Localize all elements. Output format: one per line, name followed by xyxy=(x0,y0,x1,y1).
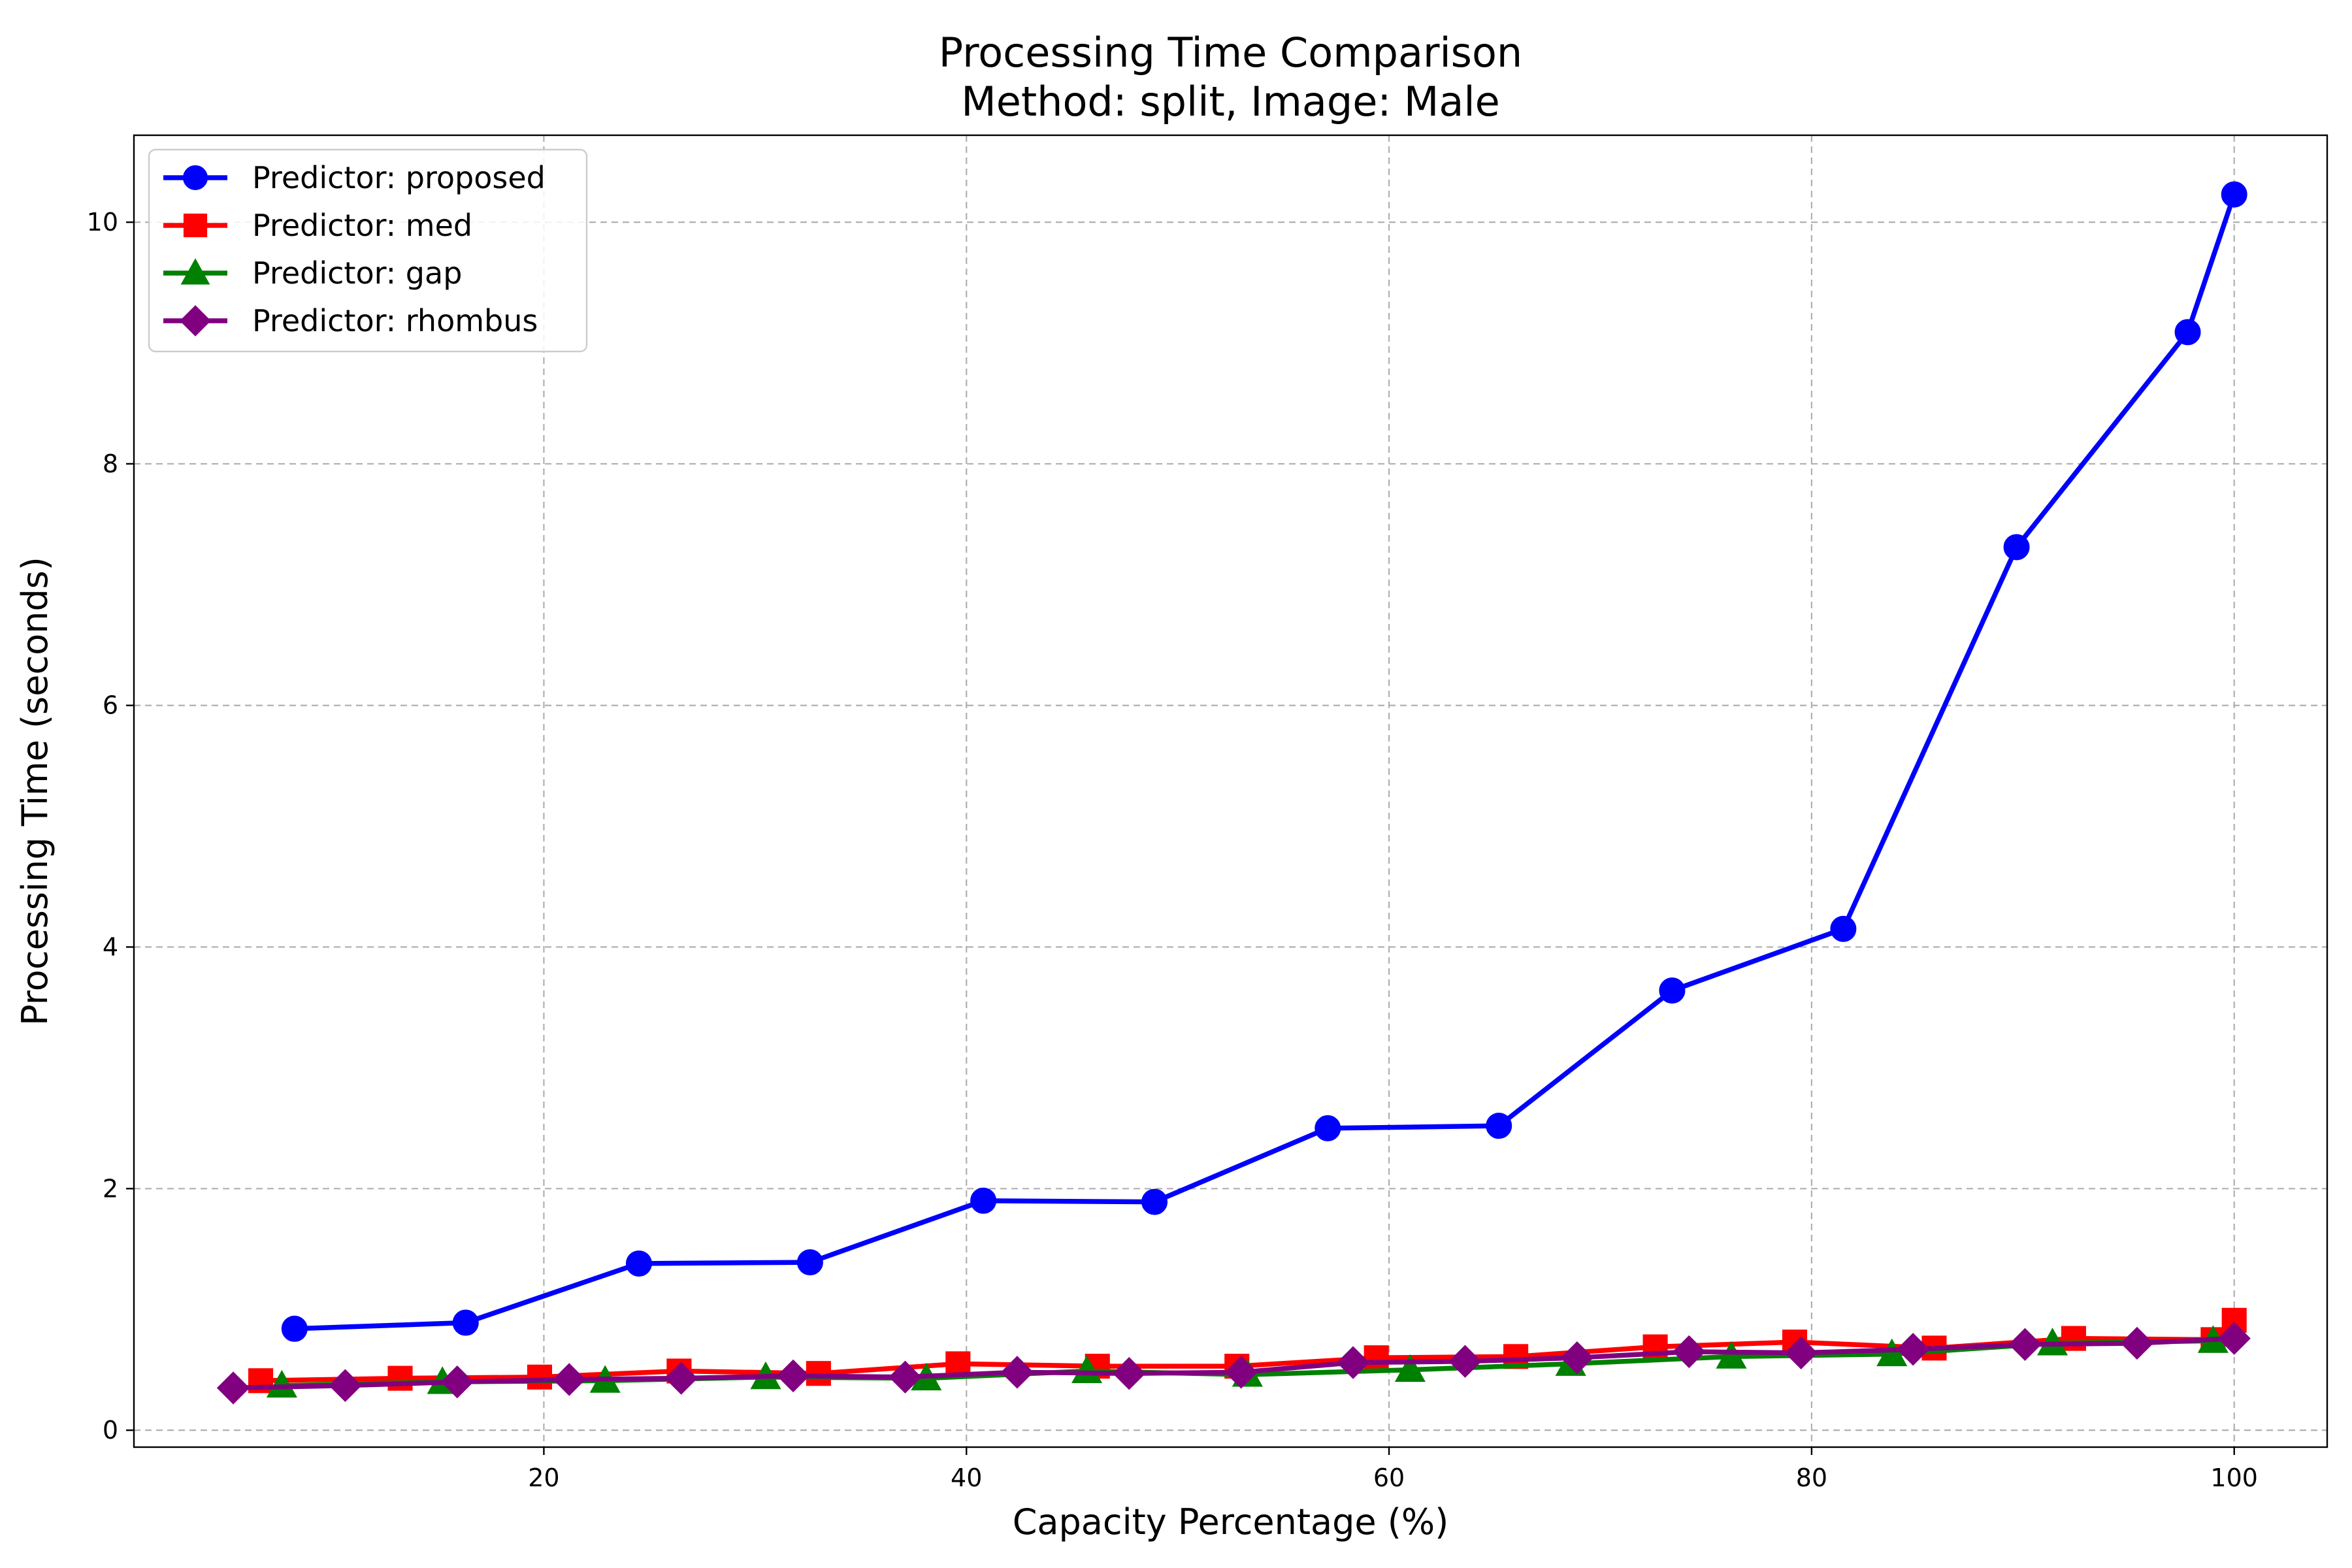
data-point-diamond xyxy=(1448,1345,1482,1378)
y-tick-label: 10 xyxy=(87,208,118,237)
series-3 xyxy=(216,1322,2251,1405)
data-point-square xyxy=(1364,1345,1389,1371)
data-point-diamond xyxy=(1113,1357,1146,1390)
legend-label: Predictor: rhombus xyxy=(252,303,538,338)
x-tick-label: 100 xyxy=(2210,1463,2258,1492)
chart-title: Processing Time Comparison xyxy=(939,29,1522,76)
y-tick-label: 4 xyxy=(103,933,118,962)
data-point-diamond xyxy=(1896,1333,1930,1366)
data-point-triangle xyxy=(1876,1338,1908,1367)
y-axis-label: Processing Time (seconds) xyxy=(14,557,56,1026)
legend-label: Predictor: proposed xyxy=(252,160,546,195)
data-point-diamond xyxy=(664,1362,698,1395)
data-point-diamond xyxy=(889,1360,922,1394)
legend-label: Predictor: med xyxy=(252,208,472,243)
data-point-circle xyxy=(1659,977,1686,1004)
data-point-triangle xyxy=(1071,1355,1103,1383)
data-point-diamond xyxy=(216,1371,250,1405)
data-point-diamond xyxy=(1560,1341,1594,1375)
data-point-circle xyxy=(1141,1188,1168,1215)
data-point-circle xyxy=(281,1315,308,1342)
data-point-diamond xyxy=(553,1363,586,1396)
data-point-square xyxy=(2061,1326,2086,1351)
legend-marker-triangle xyxy=(180,258,210,285)
legend-box xyxy=(148,148,588,353)
legend-marker-square xyxy=(183,213,208,238)
data-point-diamond xyxy=(1224,1356,1258,1389)
data-point-circle xyxy=(1486,1113,1512,1139)
data-point-circle xyxy=(452,1309,479,1336)
series-0 xyxy=(281,181,2247,1342)
x-tick-label: 80 xyxy=(1796,1463,1827,1492)
data-point-diamond xyxy=(440,1365,474,1399)
data-point-circle xyxy=(1315,1115,1341,1141)
x-tick-label: 40 xyxy=(951,1463,982,1492)
legend: Predictor: proposed Predictor: med Predict… xyxy=(148,148,588,353)
data-point-diamond xyxy=(2120,1326,2154,1360)
y-tick-label: 2 xyxy=(103,1174,118,1203)
legend-marker-diamond xyxy=(180,305,211,336)
legend-marker-circle xyxy=(183,165,208,190)
legend-label: Predictor: gap xyxy=(252,255,462,291)
y-tick-label: 6 xyxy=(103,691,118,720)
data-point-circle xyxy=(625,1250,652,1277)
legend-item: Predictor: rhombus xyxy=(163,303,538,338)
legend-item: Predictor: proposed xyxy=(163,160,546,195)
data-point-circle xyxy=(796,1249,823,1276)
data-point-square xyxy=(527,1364,552,1390)
data-point-circle xyxy=(2003,534,2030,561)
data-point-diamond xyxy=(1673,1335,1706,1369)
data-point-circle xyxy=(1830,915,1857,942)
data-point-circle xyxy=(2221,181,2247,208)
legend-item: Predictor: med xyxy=(163,208,472,243)
x-tick-label: 60 xyxy=(1373,1463,1405,1492)
data-point-diamond xyxy=(329,1369,362,1402)
chart-subtitle: Method: split, Image: Male xyxy=(961,78,1500,125)
data-point-diamond xyxy=(1784,1336,1818,1369)
data-point-triangle xyxy=(1394,1354,1426,1382)
data-point-diamond xyxy=(2008,1328,2042,1362)
data-point-diamond xyxy=(1000,1356,1034,1389)
data-point-triangle xyxy=(266,1369,297,1398)
y-tick-label: 0 xyxy=(103,1416,118,1445)
plot-frame xyxy=(133,134,2328,1448)
data-point-circle xyxy=(2174,319,2201,346)
x-tick-label: 20 xyxy=(528,1463,559,1492)
data-point-square xyxy=(806,1361,831,1386)
y-tick-label: 8 xyxy=(103,449,118,478)
data-point-square xyxy=(387,1365,413,1391)
legend-item: Predictor: gap xyxy=(163,255,462,291)
data-point-diamond xyxy=(776,1359,810,1393)
x-axis-label: Capacity Percentage (%) xyxy=(1013,1501,1449,1543)
data-point-diamond xyxy=(2217,1322,2251,1355)
data-point-triangle xyxy=(1716,1341,1747,1369)
data-point-diamond xyxy=(1336,1346,1370,1379)
data-point-square xyxy=(945,1351,971,1377)
data-point-circle xyxy=(970,1187,997,1214)
